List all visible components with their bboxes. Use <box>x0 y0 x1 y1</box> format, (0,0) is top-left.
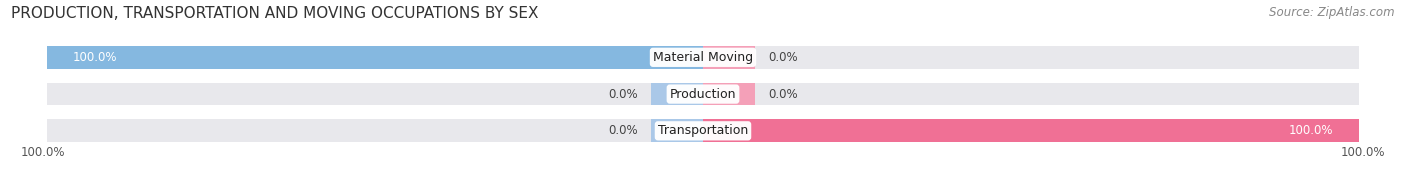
Text: 100.0%: 100.0% <box>73 51 118 64</box>
Text: 100.0%: 100.0% <box>1288 124 1333 137</box>
Bar <box>703 46 755 69</box>
Text: 0.0%: 0.0% <box>769 88 799 101</box>
Bar <box>703 83 755 105</box>
Text: Source: ZipAtlas.com: Source: ZipAtlas.com <box>1270 6 1395 19</box>
Bar <box>651 83 703 105</box>
Text: PRODUCTION, TRANSPORTATION AND MOVING OCCUPATIONS BY SEX: PRODUCTION, TRANSPORTATION AND MOVING OC… <box>11 6 538 21</box>
Bar <box>46 46 1360 69</box>
Text: 100.0%: 100.0% <box>1341 146 1385 159</box>
Bar <box>46 46 703 69</box>
Text: Material Moving: Material Moving <box>652 51 754 64</box>
Text: 0.0%: 0.0% <box>607 124 637 137</box>
Text: 100.0%: 100.0% <box>21 146 65 159</box>
Text: Transportation: Transportation <box>658 124 748 137</box>
Bar <box>46 83 1360 105</box>
Bar <box>651 119 703 142</box>
Bar <box>703 119 1360 142</box>
Text: 0.0%: 0.0% <box>769 51 799 64</box>
Text: Production: Production <box>669 88 737 101</box>
Bar <box>46 119 1360 142</box>
Text: 0.0%: 0.0% <box>607 88 637 101</box>
